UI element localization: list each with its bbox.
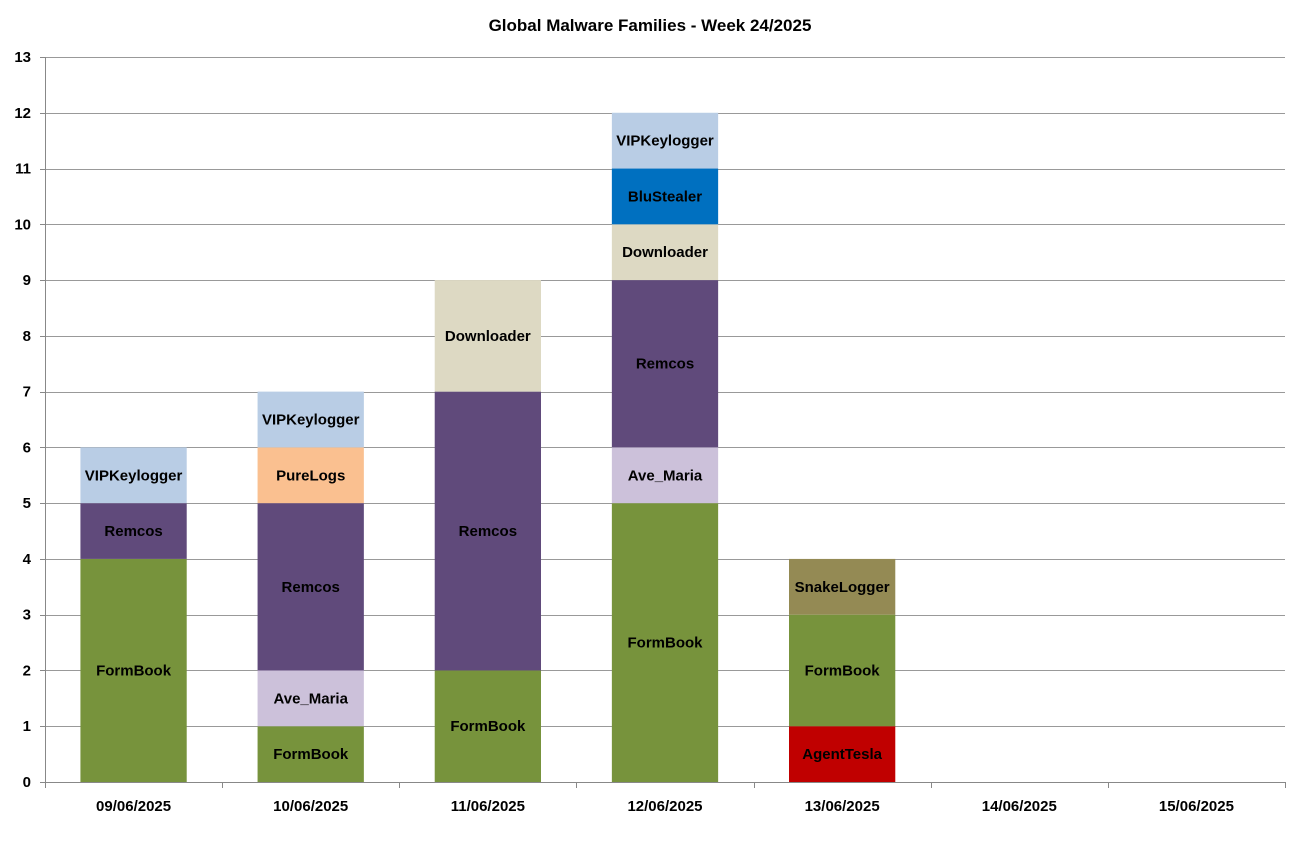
- y-tick-label: 8: [23, 328, 31, 345]
- data-label: SnakeLogger: [795, 579, 890, 596]
- y-tick-label: 7: [23, 384, 31, 401]
- bar-segment-formbook: [257, 726, 364, 782]
- data-label: Downloader: [622, 244, 708, 261]
- bar-segment-vipkeylogger: [611, 112, 719, 169]
- bar-segment-downloader: [611, 224, 719, 281]
- bar-segment-formbook: [789, 614, 896, 727]
- y-tick-label: 11: [15, 161, 31, 178]
- data-label: FormBook: [450, 718, 526, 735]
- data-label: Remcos: [636, 356, 694, 373]
- data-label: Ave_Maria: [273, 690, 348, 707]
- y-tick-label: 5: [23, 495, 31, 512]
- bar-segment-remcos: [434, 391, 541, 671]
- data-label: Remcos: [282, 579, 340, 596]
- data-label: Downloader: [445, 328, 531, 345]
- bar-segment-remcos: [611, 280, 719, 448]
- x-tick-label: 15/06/2025: [1159, 798, 1234, 815]
- y-tick-label: 6: [23, 439, 31, 456]
- data-label: FormBook: [96, 662, 172, 679]
- x-tick-label: 10/06/2025: [273, 798, 348, 815]
- y-tick-label: 9: [23, 272, 31, 289]
- bar-segment-formbook: [434, 670, 541, 782]
- x-tick-label: 14/06/2025: [982, 798, 1057, 815]
- bar-segment-blustealer: [611, 168, 719, 225]
- data-label: PureLogs: [276, 467, 345, 484]
- data-label: VIPKeylogger: [616, 133, 714, 150]
- y-tick-label: 0: [23, 774, 31, 791]
- bar-segment-remcos: [257, 503, 364, 671]
- data-label: VIPKeylogger: [262, 412, 360, 429]
- bar-segment-ave-maria: [257, 670, 364, 727]
- data-label: Remcos: [459, 523, 517, 540]
- data-label: VIPKeylogger: [85, 467, 183, 484]
- bar-segment-vipkeylogger: [80, 447, 187, 504]
- x-tick-label: 12/06/2025: [627, 798, 702, 815]
- data-label: Ave_Maria: [628, 467, 703, 484]
- data-label: BluStealer: [628, 188, 702, 205]
- bar-segment-agenttesla: [789, 726, 896, 782]
- y-tick-label: 12: [14, 105, 31, 122]
- bar-segment-ave-maria: [611, 447, 719, 504]
- bar-segment-formbook: [80, 558, 187, 782]
- data-label: AgentTesla: [802, 746, 882, 763]
- bar-segment-downloader: [434, 280, 541, 392]
- bar-segments: [80, 112, 896, 782]
- x-tick-label: 09/06/2025: [96, 798, 171, 815]
- bar-segment-remcos: [80, 503, 187, 559]
- chart-title: Global Malware Families - Week 24/2025: [489, 16, 812, 35]
- data-label: FormBook: [273, 746, 349, 763]
- y-tick-label: 2: [23, 662, 31, 679]
- bar-segment-purelogs: [257, 447, 364, 504]
- data-label: Remcos: [104, 523, 162, 540]
- bar-segment-vipkeylogger: [257, 391, 364, 448]
- y-tick-label: 4: [23, 551, 32, 568]
- y-tick-label: 13: [14, 49, 31, 66]
- y-tick-label: 3: [23, 607, 31, 624]
- segment-labels: FormBook Remcos VIPKeylogger FormBook Ave_Ma…: [85, 133, 890, 763]
- x-tick-label: 11/06/2025: [451, 798, 525, 815]
- y-tick-label: 1: [23, 718, 31, 735]
- y-tick-label: 10: [14, 216, 31, 233]
- bar-segment-snakelogger: [789, 558, 896, 615]
- data-label: FormBook: [628, 635, 704, 652]
- x-tick-label: 13/06/2025: [805, 798, 880, 815]
- bar-segment-formbook: [611, 503, 719, 782]
- data-label: FormBook: [805, 662, 881, 679]
